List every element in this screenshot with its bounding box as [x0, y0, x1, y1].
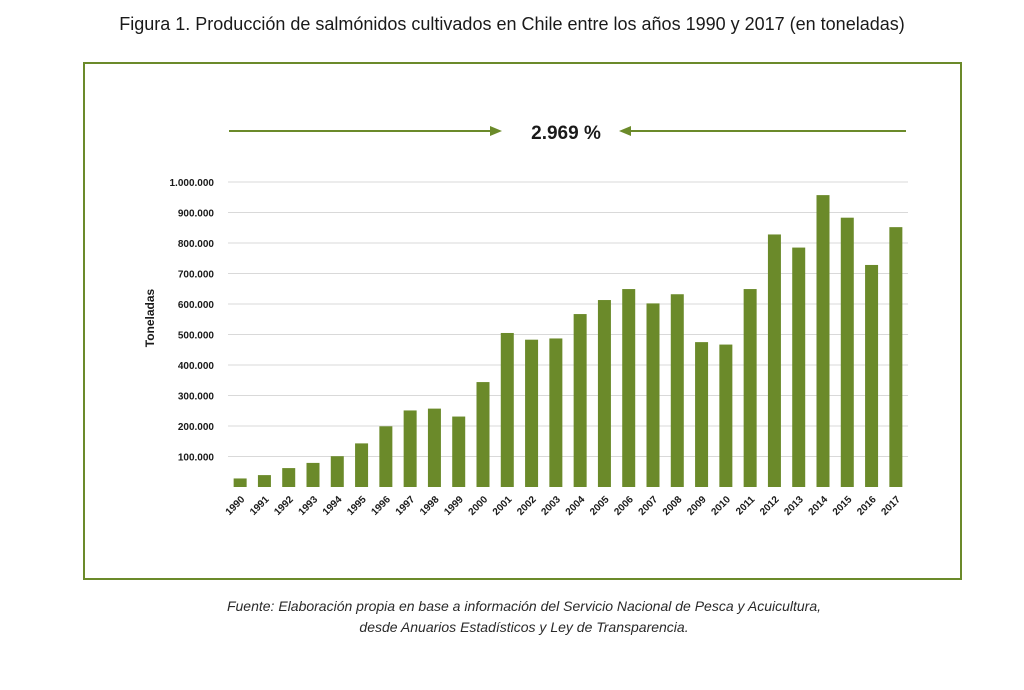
- x-tick-label: 1991: [248, 494, 272, 518]
- x-tick-label: 1999: [442, 494, 466, 518]
- bar-1994: [330, 456, 344, 487]
- source-note: Fuente: Elaboración propia en base a inf…: [0, 596, 1024, 638]
- y-tick-label: 900.000: [178, 209, 215, 220]
- bar-2012: [767, 234, 781, 487]
- bar-2005: [597, 300, 611, 487]
- bar-1998: [427, 408, 441, 487]
- y-tick-label: 300.000: [178, 392, 215, 403]
- y-axis-label: Toneladas: [143, 288, 157, 347]
- x-tick-label: 2013: [782, 494, 806, 518]
- x-tick-label: 2016: [855, 494, 879, 518]
- y-tick-label: 200.000: [178, 422, 215, 433]
- x-tick-label: 1997: [394, 494, 418, 518]
- growth-arrows: 2.969 %: [229, 123, 906, 144]
- x-tick-label: 1995: [345, 494, 369, 518]
- bar-1993: [306, 462, 320, 487]
- x-tick-label: 2005: [588, 494, 612, 518]
- bar-1990: [233, 478, 247, 487]
- y-tick-labels: 100.000 200.000 300.000 400.000 500.000 600.0…: [170, 178, 215, 464]
- bar-2015: [840, 217, 854, 487]
- x-tick-label: 2003: [539, 494, 563, 518]
- bar-1996: [379, 426, 393, 487]
- left-arrowhead-icon: [619, 126, 631, 136]
- bar-1991: [257, 475, 271, 487]
- bar-2013: [792, 247, 806, 487]
- x-tick-labels: 1990 1991 1992 1993 1994 1995 1996 1997 1998 1999…: [224, 494, 904, 518]
- gridlines: [228, 181, 908, 457]
- x-tick-label: 2017: [879, 494, 903, 518]
- x-tick-label: 2004: [564, 494, 588, 518]
- x-tick-label: 2008: [661, 494, 685, 518]
- y-tick-label: 500.000: [178, 331, 215, 342]
- source-line-1: Fuente: Elaboración propia en base a inf…: [226, 598, 822, 614]
- bar-1999: [452, 416, 466, 487]
- bar-1995: [355, 443, 369, 487]
- bar-2016: [865, 264, 879, 487]
- right-arrowhead-icon: [490, 126, 502, 136]
- bar-2002: [525, 339, 539, 487]
- x-tick-label: 2007: [637, 494, 661, 518]
- bar-2003: [549, 338, 563, 487]
- bar-1997: [403, 410, 417, 487]
- bar-2017: [889, 227, 903, 487]
- x-tick-label: 1998: [418, 494, 442, 518]
- y-tick-label: 1.000.000: [170, 178, 215, 189]
- bars: [233, 195, 903, 488]
- x-tick-label: 2011: [734, 494, 757, 517]
- x-tick-label: 2001: [491, 494, 515, 518]
- bar-2001: [500, 332, 514, 487]
- y-tick-label: 400.000: [178, 361, 215, 372]
- y-tick-label: 600.000: [178, 300, 215, 311]
- bar-2010: [719, 344, 733, 487]
- bar-2007: [646, 303, 660, 487]
- x-tick-label: 2006: [612, 494, 636, 518]
- x-tick-label: 2009: [685, 494, 709, 518]
- figure-title: Figura 1. Producción de salmónidos culti…: [119, 14, 905, 34]
- growth-annotation: 2.969 %: [531, 123, 601, 144]
- x-tick-label: 1996: [369, 494, 393, 518]
- source-line-2: desde Anuarios Estadísticos y Ley de Tra…: [359, 619, 689, 635]
- bar-2006: [622, 289, 636, 487]
- x-tick-label: 1994: [321, 494, 345, 518]
- bar-2000: [476, 382, 490, 487]
- x-tick-label: 1992: [272, 494, 296, 518]
- bar-1992: [282, 468, 296, 487]
- x-tick-label: 2015: [831, 494, 855, 518]
- x-tick-label: 2000: [467, 494, 491, 518]
- y-tick-label: 800.000: [178, 239, 215, 250]
- bar-2004: [573, 314, 587, 487]
- y-tick-label: 100.000: [178, 453, 215, 464]
- bar-2011: [743, 289, 757, 487]
- chart-frame: [83, 62, 962, 580]
- y-tick-label: 700.000: [178, 270, 215, 281]
- x-tick-label: 1993: [297, 494, 321, 518]
- x-tick-label: 2002: [515, 494, 539, 518]
- bar-2014: [816, 195, 830, 488]
- x-tick-label: 2012: [758, 494, 782, 518]
- x-tick-label: 2014: [807, 494, 831, 518]
- x-tick-label: 2010: [709, 494, 733, 518]
- x-tick-label: 1990: [224, 494, 248, 518]
- bar-2009: [695, 342, 709, 487]
- bar-2008: [670, 294, 684, 487]
